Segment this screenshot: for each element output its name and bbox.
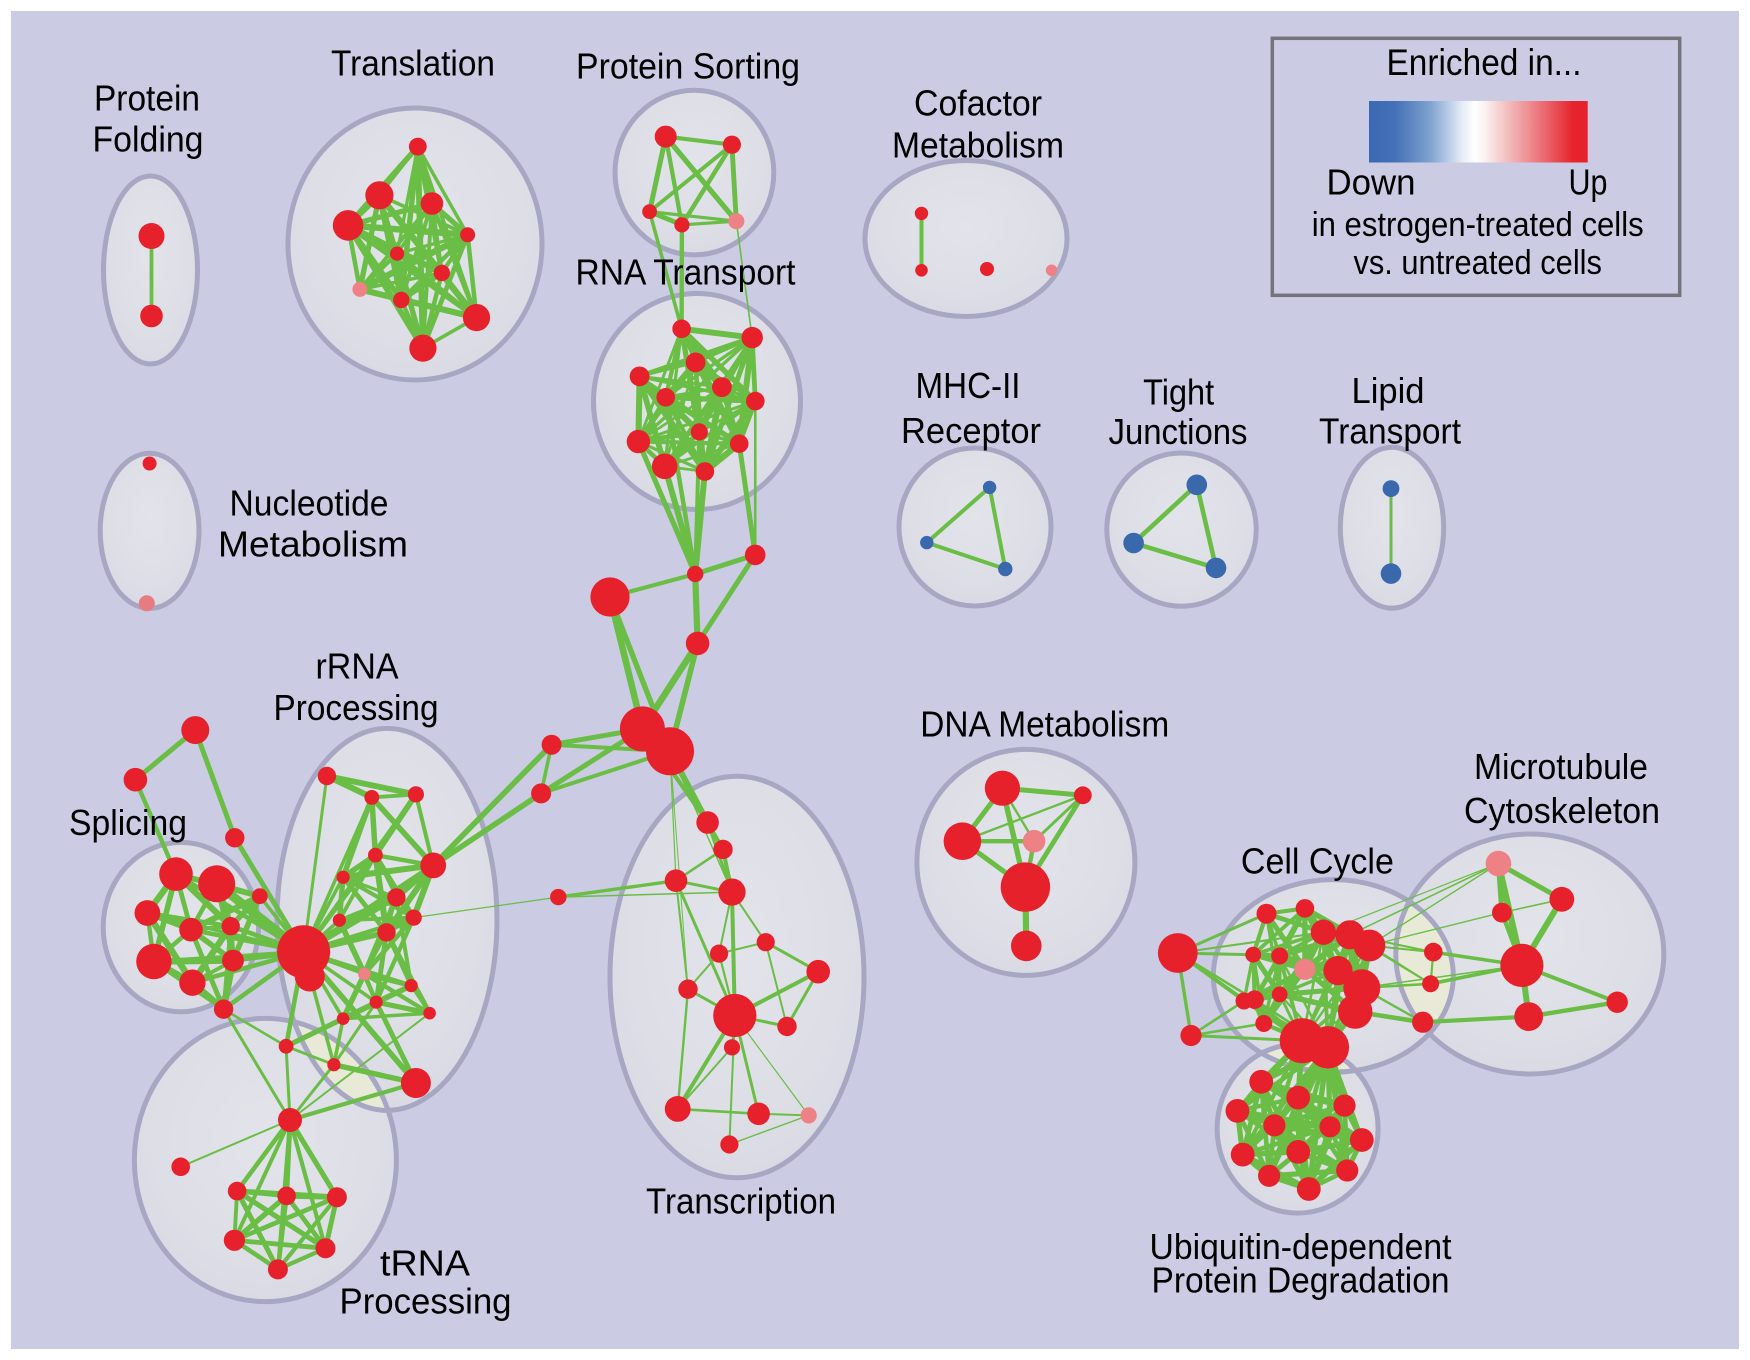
svg-text:MHC-II: MHC-II (916, 365, 1021, 406)
svg-text:Transport: Transport (1319, 410, 1461, 451)
svg-text:Receptor: Receptor (901, 410, 1041, 451)
svg-text:Splicing: Splicing (69, 802, 187, 843)
svg-text:Up: Up (1569, 162, 1608, 203)
svg-text:Junctions: Junctions (1109, 411, 1248, 452)
svg-text:Enriched in...: Enriched in... (1387, 42, 1582, 83)
svg-text:Down: Down (1327, 162, 1416, 203)
svg-text:rRNA: rRNA (316, 646, 399, 687)
svg-text:Microtubule: Microtubule (1474, 746, 1648, 787)
svg-text:Cytoskeleton: Cytoskeleton (1464, 790, 1660, 831)
svg-text:Translation: Translation (331, 42, 495, 83)
svg-text:Tight: Tight (1143, 371, 1214, 412)
svg-text:Protein Sorting: Protein Sorting (576, 45, 800, 86)
svg-text:Folding: Folding (93, 119, 204, 160)
svg-text:Protein: Protein (94, 78, 200, 119)
svg-text:Cell Cycle: Cell Cycle (1241, 841, 1394, 882)
svg-text:tRNA: tRNA (380, 1242, 470, 1283)
svg-text:RNA Transport: RNA Transport (576, 252, 796, 293)
svg-text:Nucleotide: Nucleotide (230, 482, 389, 523)
svg-text:in estrogen-treated cells: in estrogen-treated cells (1312, 206, 1644, 244)
svg-text:DNA Metabolism: DNA Metabolism (920, 704, 1169, 745)
svg-text:Ubiquitin-dependent: Ubiquitin-dependent (1150, 1226, 1452, 1267)
svg-text:Lipid: Lipid (1352, 370, 1425, 411)
svg-text:Processing: Processing (340, 1281, 512, 1322)
svg-text:vs. untreated cells: vs. untreated cells (1353, 244, 1602, 282)
svg-text:Metabolism: Metabolism (892, 125, 1064, 166)
svg-text:Protein Degradation: Protein Degradation (1152, 1260, 1450, 1301)
svg-text:Transcription: Transcription (646, 1181, 836, 1222)
svg-text:Metabolism: Metabolism (218, 523, 408, 564)
svg-text:Processing: Processing (274, 687, 439, 728)
svg-text:Cofactor: Cofactor (914, 83, 1042, 124)
